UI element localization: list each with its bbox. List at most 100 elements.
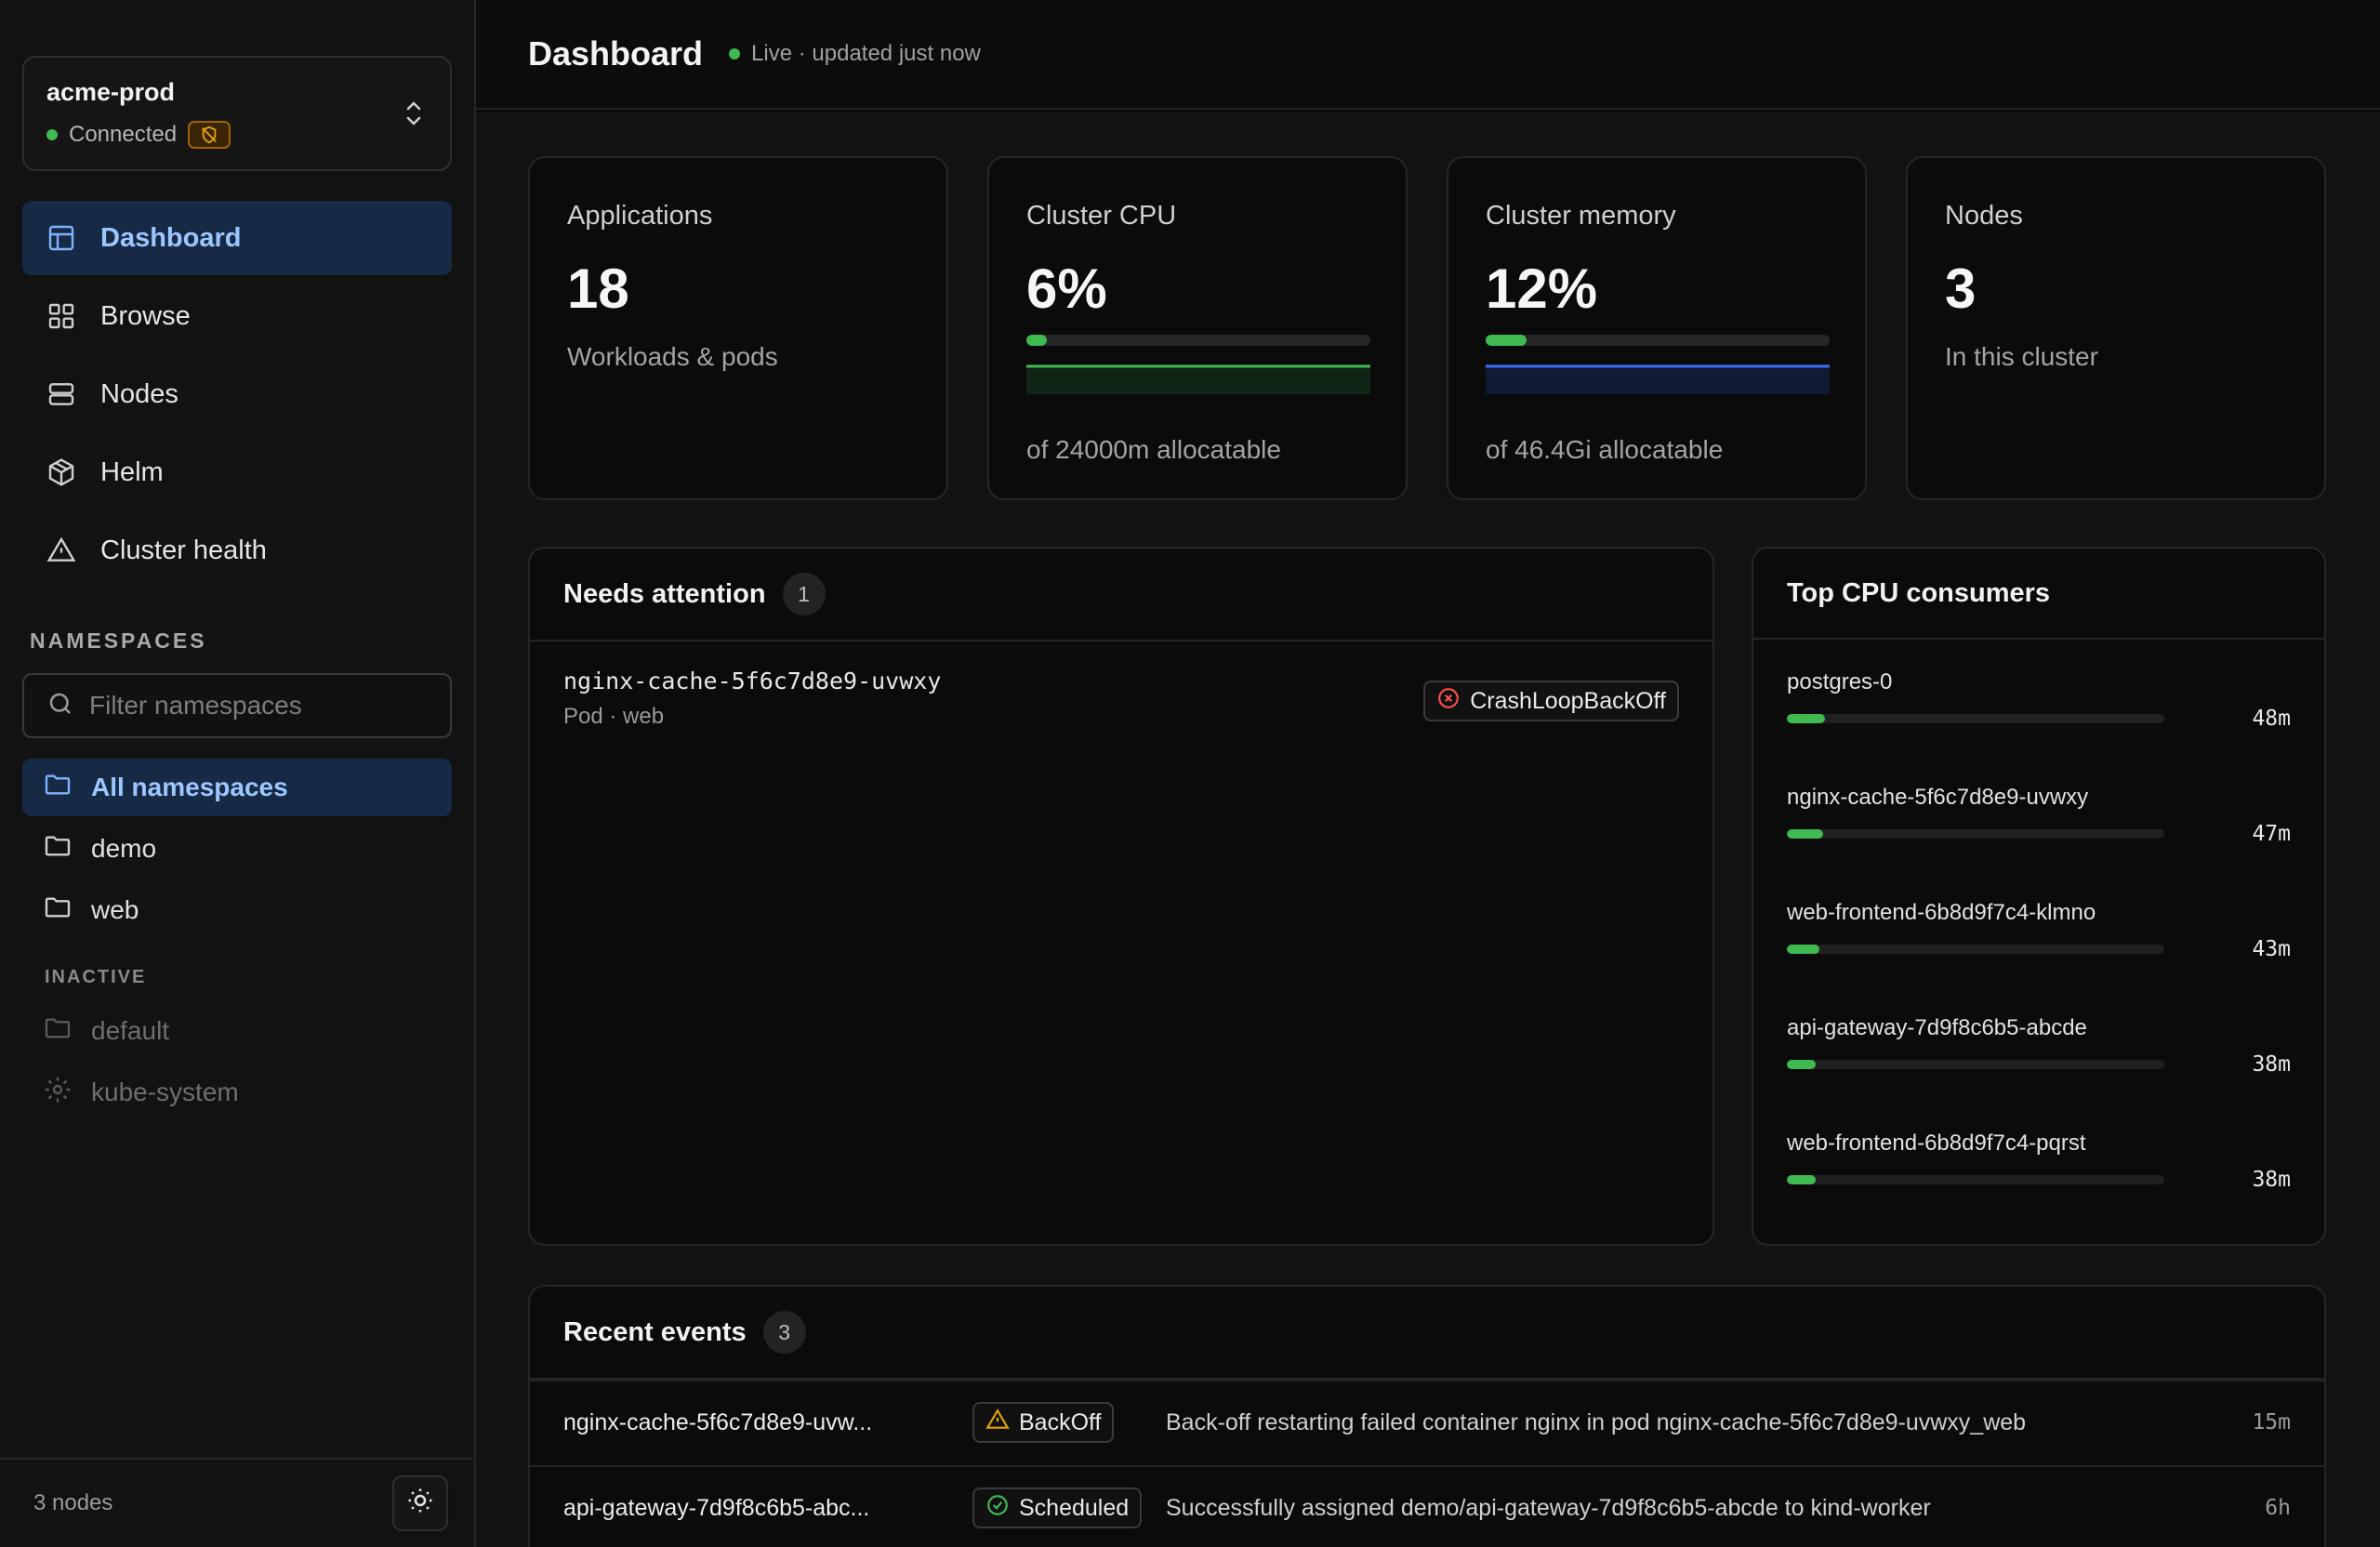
consumer-usage-fill [1787, 714, 1825, 723]
cluster-context-switcher[interactable]: acme-prod Connected [22, 56, 452, 171]
namespace-item-web[interactable]: web [22, 881, 452, 939]
panel-header: Top CPU consumers [1753, 549, 2324, 640]
stat-value: 6% [1026, 258, 1107, 320]
namespace-item-default[interactable]: default [22, 1002, 452, 1060]
status-badge-label: CrashLoopBackOff [1470, 687, 1666, 714]
stat-value: 12% [1486, 258, 1598, 320]
namespace-label: web [91, 895, 139, 924]
event-age: 6h [2265, 1496, 2291, 1520]
namespace-label: kube-system [91, 1078, 239, 1106]
warning-icon [985, 1408, 1010, 1438]
consumer-name: nginx-cache-5f6c7d8e9-uvwxy [1787, 785, 2089, 810]
nav-item-label: Helm [100, 456, 164, 487]
cpu-consumer-row[interactable]: nginx-cache-5f6c7d8e9-uvwxy 47m [1787, 785, 2291, 850]
memory-usage-bar [1486, 335, 1830, 346]
namespace-filter[interactable] [22, 673, 452, 738]
namespace-filter-input[interactable] [89, 691, 443, 721]
top-bar: Dashboard Live · updated just now [476, 0, 2380, 110]
main-nav: Dashboard Browse Nodes Helm Cluster heal… [22, 201, 452, 591]
stat-card-applications[interactable]: Applications 18 Workloads & pods [528, 156, 948, 500]
cpu-consumer-row[interactable]: postgres-0 48m [1787, 669, 2291, 734]
event-row[interactable]: nginx-cache-5f6c7d8e9-uvw... BackOff Bac… [530, 1380, 2324, 1463]
consumer-name: web-frontend-6b8d9f7c4-pqrst [1787, 1130, 2086, 1156]
package-icon [45, 456, 78, 489]
panel-title: Recent events [563, 1316, 747, 1347]
folder-icon [43, 1013, 73, 1050]
sidebar-footer: 3 nodes [0, 1458, 474, 1547]
folder-icon [43, 770, 73, 806]
consumer-usage-bar [1787, 1175, 2164, 1184]
consumer-usage-bar [1787, 945, 2164, 954]
stat-label: Cluster memory [1486, 201, 1676, 231]
stat-card-cluster-cpu[interactable]: Cluster CPU 6% of 24000m allocatable [987, 156, 1408, 500]
folder-icon [43, 892, 73, 929]
event-row[interactable]: api-gateway-7d9f8c6b5-abc... Scheduled S… [530, 1465, 2324, 1547]
chevron-up-down-icon [403, 99, 424, 133]
connection-status: Connected [46, 121, 231, 149]
nav-item-dashboard[interactable]: Dashboard [22, 201, 452, 275]
inactive-heading: INACTIVE [45, 967, 147, 987]
consumer-name: postgres-0 [1787, 669, 1893, 694]
event-reason-badge: Scheduled [972, 1488, 1143, 1528]
layout-icon [45, 221, 78, 255]
nav-item-cluster-health[interactable]: Cluster health [22, 513, 452, 588]
theme-toggle-button[interactable] [392, 1475, 448, 1531]
shield-off-icon [188, 121, 231, 149]
panel-header: Recent events 3 [530, 1287, 2324, 1380]
event-reason-badge: BackOff [972, 1402, 1115, 1443]
consumer-name: web-frontend-6b8d9f7c4-klmno [1787, 900, 2096, 925]
namespace-label: demo [91, 834, 157, 863]
nav-item-label: Dashboard [100, 222, 242, 253]
event-reason-label: Scheduled [1019, 1494, 1130, 1521]
count-badge: 3 [762, 1311, 806, 1354]
event-object: api-gateway-7d9f8c6b5-abc... [563, 1494, 870, 1521]
cpu-consumer-row[interactable]: web-frontend-6b8d9f7c4-klmno 43m [1787, 900, 2291, 965]
recent-events-panel: Recent events 3 nginx-cache-5f6c7d8e9-uv… [528, 1285, 2326, 1547]
stat-subtext: of 24000m allocatable [1026, 435, 1281, 464]
server-icon [45, 377, 78, 411]
namespace-list: All namespaces demo web [22, 759, 452, 943]
namespace-item-demo[interactable]: demo [22, 820, 452, 878]
cpu-consumer-row[interactable]: api-gateway-7d9f8c6b5-abcde 38m [1787, 1015, 2291, 1080]
resource-name: nginx-cache-5f6c7d8e9-uvwxy [563, 668, 942, 694]
panel-header: Needs attention 1 [530, 549, 1712, 641]
sun-icon [406, 1487, 434, 1521]
top-cpu-panel: Top CPU consumers postgres-0 48m nginx-cac… [1752, 547, 2326, 1246]
stat-label: Applications [567, 201, 713, 231]
live-indicator: Live · updated just now [729, 41, 981, 67]
live-status-text: Live · updated just now [751, 41, 981, 66]
event-age: 15m [2252, 1410, 2291, 1435]
namespace-label: default [91, 1016, 170, 1045]
cpu-usage-fill [1026, 335, 1048, 346]
consumer-value: 43m [2252, 937, 2291, 961]
stat-card-nodes[interactable]: Nodes 3 In this cluster [1906, 156, 2326, 500]
consumer-usage-bar [1787, 829, 2164, 839]
cpu-consumer-row[interactable]: web-frontend-6b8d9f7c4-pqrst 38m [1787, 1130, 2291, 1196]
gear-icon [43, 1075, 73, 1111]
namespace-item-all[interactable]: All namespaces [22, 759, 452, 816]
attention-item[interactable]: nginx-cache-5f6c7d8e9-uvwxy Pod · web Cr… [563, 668, 1679, 742]
consumer-usage-fill [1787, 1060, 1817, 1069]
nav-item-label: Cluster health [100, 535, 267, 565]
nav-item-browse[interactable]: Browse [22, 279, 452, 353]
stat-card-cluster-memory[interactable]: Cluster memory 12% of 46.4Gi allocatable [1447, 156, 1867, 500]
memory-usage-fill [1486, 335, 1527, 346]
stat-subtext: of 46.4Gi allocatable [1486, 435, 1724, 464]
consumer-usage-fill [1787, 829, 1823, 839]
consumer-usage-fill [1787, 1175, 1817, 1184]
nav-item-helm[interactable]: Helm [22, 435, 452, 509]
cpu-usage-bar [1026, 335, 1370, 346]
error-circle-icon [1436, 686, 1461, 717]
connection-status-label: Connected [69, 122, 178, 147]
memory-sparkline [1486, 364, 1830, 394]
nav-item-nodes[interactable]: Nodes [22, 357, 452, 431]
event-reason-label: BackOff [1019, 1408, 1102, 1435]
resource-meta: Pod · web [563, 704, 665, 729]
consumer-value: 38m [2252, 1052, 2291, 1077]
panel-title: Top CPU consumers [1787, 577, 2051, 608]
namespace-item-kube-system[interactable]: kube-system [22, 1064, 452, 1121]
consumer-value: 38m [2252, 1168, 2291, 1192]
namespace-label: All namespaces [91, 773, 288, 801]
event-message: Back-off restarting failed container ngi… [1166, 1408, 2027, 1435]
stat-value: 18 [567, 258, 629, 320]
